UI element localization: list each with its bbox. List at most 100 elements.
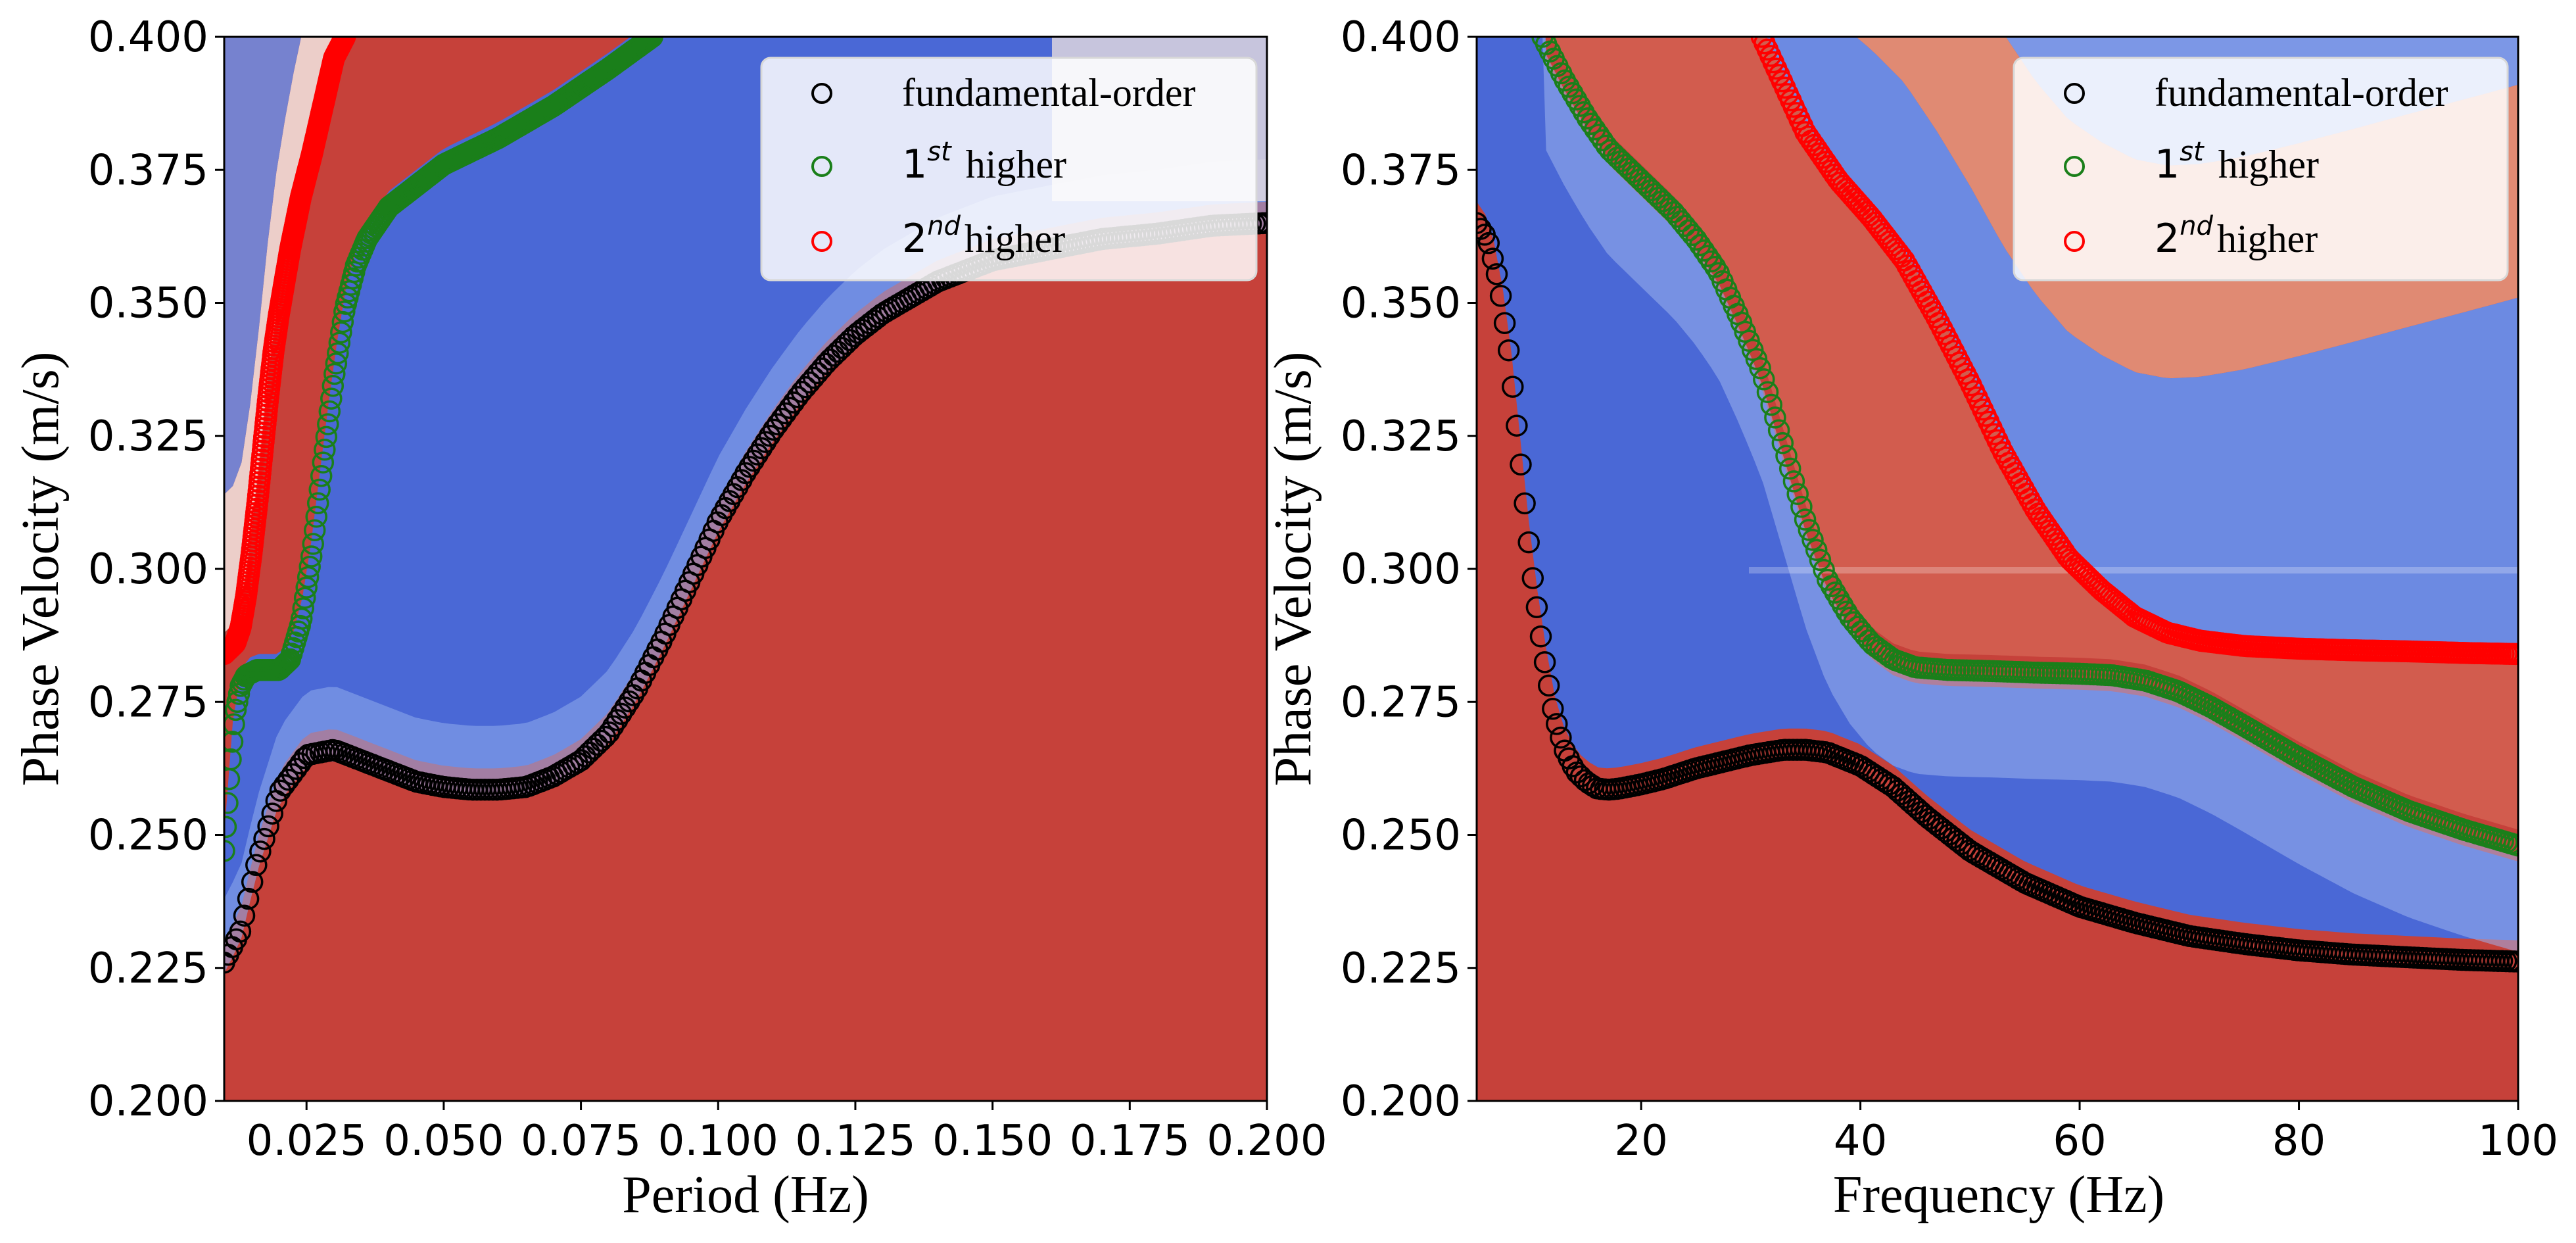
- left-blue-soft-band: [224, 159, 1267, 973]
- first-higher-marker: [1651, 190, 1674, 212]
- fundamental-marker: [261, 802, 283, 825]
- first-higher-marker: [1580, 112, 1602, 135]
- first-higher-marker: [224, 698, 247, 721]
- first-higher-marker: [1573, 101, 1595, 124]
- first-higher-marker: [298, 556, 321, 578]
- fundamental-marker: [750, 437, 773, 460]
- first-higher-marker: [1621, 160, 1644, 183]
- y-tick-label: 0.225: [1341, 944, 1461, 993]
- right-legend-box: [2013, 57, 2509, 281]
- first-higher-marker: [1865, 636, 1888, 658]
- fundamental-marker: [1521, 567, 1544, 589]
- first-higher-marker: [1704, 256, 1727, 278]
- fundamental-marker: [1489, 285, 1512, 307]
- left-legend-marker-fundamental: [811, 83, 832, 104]
- fundamental-marker: [1485, 263, 1508, 285]
- first-higher-marker: [333, 301, 356, 323]
- first-higher-marker: [1786, 483, 1809, 505]
- left-legend-label-first: 1st higher: [902, 137, 1066, 187]
- first-higher-marker: [629, 37, 652, 57]
- fundamental-marker: [1529, 625, 1552, 648]
- first-higher-marker: [631, 37, 654, 55]
- fundamental-marker: [610, 702, 632, 725]
- first-higher-marker: [1861, 633, 1884, 656]
- first-higher-marker: [308, 478, 331, 501]
- right-horizontal-seam: [1749, 567, 2518, 573]
- y-tick-label: 0.375: [88, 146, 208, 195]
- first-higher-marker: [330, 321, 352, 344]
- fundamental-marker: [834, 333, 857, 355]
- fundamental-marker: [826, 341, 849, 363]
- fundamental-marker: [257, 815, 279, 838]
- right-x-ticks: 20 40 60 80 100: [1614, 1101, 2558, 1165]
- first-higher-marker: [1595, 134, 1617, 157]
- right-red-diagonal-band-1: [1550, 37, 2518, 830]
- fundamental-marker: [570, 749, 592, 771]
- first-higher-marker: [325, 352, 348, 375]
- first-higher-marker: [1798, 518, 1821, 541]
- fundamental-marker: [1481, 247, 1504, 270]
- fundamental-marker: [273, 774, 296, 796]
- fundamental-marker: [823, 345, 845, 367]
- first-higher-marker: [1749, 357, 1771, 379]
- left-top-stripe-blue: [224, 37, 302, 495]
- first-higher-marker: [224, 713, 245, 735]
- first-higher-marker: [1685, 228, 1707, 251]
- y-tick-label: 0.325: [88, 412, 208, 461]
- first-higher-marker: [293, 587, 316, 609]
- fundamental-marker: [586, 733, 609, 756]
- first-higher-marker: [224, 792, 239, 814]
- right-soft-band: [1542, 37, 2518, 952]
- first-higher-marker: [310, 465, 333, 487]
- first-higher-marker: [305, 505, 327, 528]
- first-higher-marker: [327, 342, 349, 364]
- right-legend-label-fundamental: fundamental-order: [2155, 71, 2448, 114]
- first-higher-marker: [315, 426, 338, 449]
- fundamental-marker: [602, 715, 625, 738]
- x-tick-label: 0.175: [1070, 1117, 1190, 1165]
- fundamental-marker: [253, 827, 275, 850]
- first-higher-marker: [1801, 529, 1824, 551]
- first-higher-marker: [636, 37, 659, 52]
- first-higher-marker: [1794, 508, 1817, 531]
- first-higher-marker: [224, 840, 235, 862]
- y-tick-label: 0.350: [88, 280, 208, 328]
- fundamental-marker: [1497, 339, 1520, 362]
- y-tick-label: 0.250: [1341, 812, 1461, 860]
- fundamental-marker: [285, 758, 308, 780]
- first-higher-marker: [300, 545, 323, 568]
- y-tick-label: 0.300: [88, 545, 208, 594]
- fundamental-marker: [746, 443, 769, 466]
- second-higher-marker: [2507, 643, 2518, 666]
- fundamental-marker: [590, 729, 613, 752]
- right-y-axis-label: Phase Velocity (m/s): [1264, 352, 1322, 787]
- fundamental-marker: [245, 854, 268, 877]
- right-legend: fundamental-order 1st higher 2nd higher: [2013, 57, 2509, 281]
- left-y-axis-label: Phase Velocity (m/s): [12, 352, 70, 787]
- fundamental-marker: [734, 462, 757, 485]
- first-higher-marker: [1692, 239, 1715, 262]
- y-tick-label: 0.275: [88, 678, 208, 727]
- y-tick-label: 0.250: [88, 812, 208, 860]
- first-higher-marker: [641, 37, 663, 48]
- fundamental-marker: [1517, 531, 1540, 554]
- fundamental-marker: [574, 745, 596, 768]
- right-markers: [1477, 37, 2518, 973]
- fundamental-marker: [1514, 492, 1536, 515]
- fundamental-marker: [2507, 950, 2518, 973]
- first-higher-marker: [2507, 834, 2518, 857]
- right-legend-label-second: 2nd higher: [2155, 211, 2318, 262]
- x-tick-label: 100: [2478, 1117, 2558, 1165]
- first-higher-marker: [320, 387, 343, 410]
- fundamental-marker: [758, 424, 781, 447]
- fundamental-marker: [606, 709, 629, 731]
- first-higher-marker: [1696, 245, 1719, 267]
- fundamental-marker: [1493, 312, 1516, 335]
- fundamental-marker: [1550, 726, 1572, 749]
- first-higher-marker: [224, 731, 244, 753]
- fundamental-marker: [1477, 212, 1488, 234]
- first-higher-marker: [314, 439, 336, 461]
- left-legend-label-second: 2nd higher: [902, 211, 1065, 262]
- first-higher-marker: [290, 607, 313, 630]
